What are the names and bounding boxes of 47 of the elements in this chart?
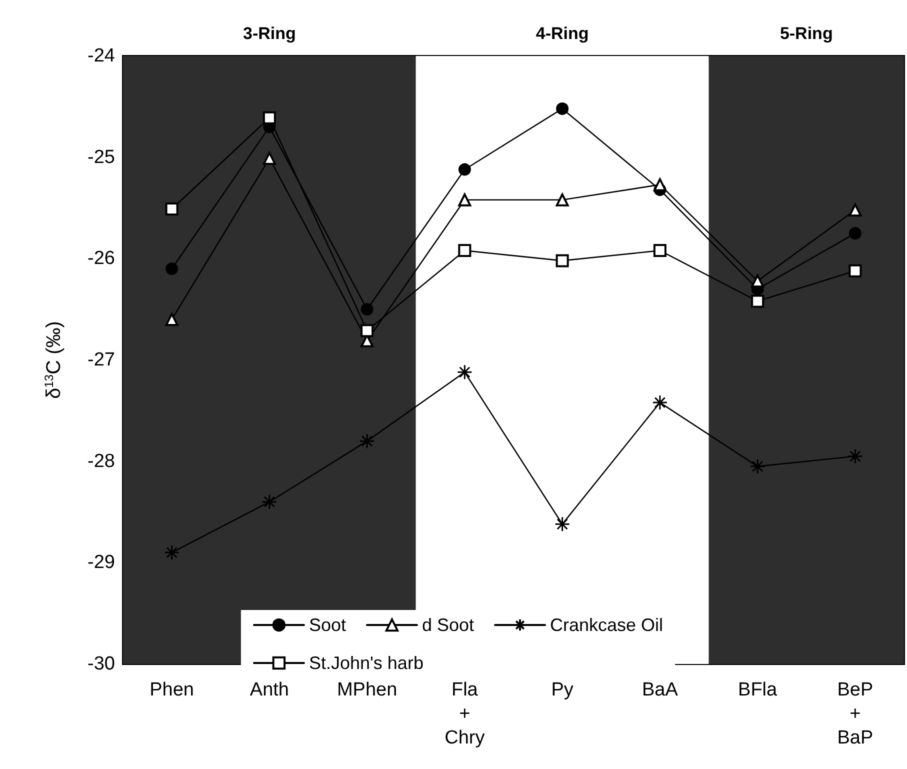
x-tick-label: Py — [551, 680, 574, 700]
point — [848, 227, 862, 240]
y-tick-label: -24 — [88, 46, 116, 66]
point — [458, 244, 472, 258]
x-tick-label: Phen — [150, 680, 194, 700]
point — [847, 448, 863, 464]
point — [556, 254, 569, 268]
x-tick-label: BeP + BaP — [837, 680, 874, 748]
x-tick-label: Anth — [250, 680, 289, 700]
x-tick-label: MPhen — [336, 680, 398, 700]
point — [848, 204, 862, 217]
band-label: 4-Ring — [536, 24, 589, 43]
point — [164, 544, 180, 560]
legend-label: d Soot — [422, 615, 474, 635]
band-label: 5-Ring — [780, 24, 833, 43]
point — [262, 494, 278, 510]
y-tick-label: -30 — [88, 654, 115, 674]
point — [653, 244, 666, 258]
x-tick-label: BFla — [738, 680, 778, 700]
legend-label: St.John's harb — [308, 653, 424, 673]
point — [360, 324, 374, 338]
point — [165, 202, 178, 216]
point — [750, 458, 766, 474]
point — [359, 433, 375, 449]
legend-label: Soot — [308, 615, 346, 635]
point — [652, 394, 668, 410]
point — [262, 152, 276, 165]
point — [456, 364, 472, 380]
point — [848, 264, 862, 278]
point — [554, 516, 570, 532]
band-label: 3-Ring — [242, 24, 296, 43]
y-tick-label: -28 — [88, 450, 115, 472]
point — [360, 303, 374, 316]
point — [751, 294, 764, 308]
point — [262, 111, 276, 124]
y-tick-label: -26 — [88, 248, 115, 270]
point — [166, 262, 178, 276]
point — [556, 102, 569, 115]
legend-label: Crankcase Oil — [550, 615, 664, 635]
point — [458, 163, 471, 176]
y-axis-title: δ13C (‰) — [42, 321, 65, 399]
y-tick-label: -29 — [88, 552, 115, 574]
x-tick-label: BaA — [642, 680, 678, 700]
x-tick-label: Fla + Chry — [444, 680, 486, 748]
y-tick-label: -27 — [88, 350, 115, 370]
y-tick-label: -25 — [88, 146, 115, 168]
point — [165, 312, 178, 326]
